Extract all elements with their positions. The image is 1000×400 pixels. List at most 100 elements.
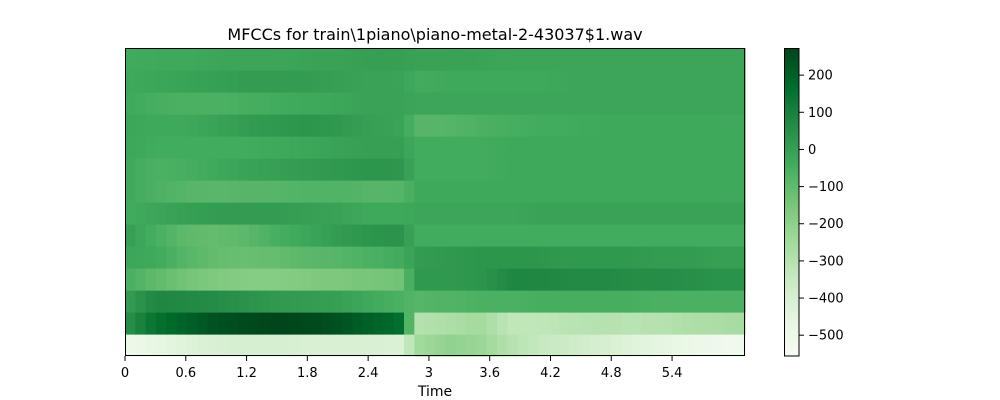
heatmap-cell [579, 246, 591, 269]
heatmap-cell [331, 312, 343, 335]
heatmap-cell [311, 136, 322, 159]
heatmap-cell [590, 312, 601, 335]
heatmap-cell [455, 224, 467, 247]
heatmap-cell [331, 246, 343, 269]
heatmap-cell [569, 92, 581, 115]
heatmap-cell [528, 334, 539, 357]
heatmap-cell [373, 312, 384, 335]
x-tick-label: 3 [425, 366, 433, 381]
heatmap-cell [559, 180, 570, 203]
heatmap-cell [362, 136, 374, 159]
heatmap-cell [135, 92, 147, 115]
heatmap-cell [497, 246, 508, 269]
heatmap-cell [280, 224, 291, 247]
heatmap-cell [166, 114, 178, 137]
heatmap-cell [466, 136, 477, 159]
x-axis: 0 0.6 1.2 1.8 2.4 3 3.6 4.2 4.8 5.4 [121, 356, 682, 381]
heatmap-cell [683, 268, 694, 291]
heatmap-cell [559, 334, 570, 357]
heatmap-cell [641, 334, 653, 357]
heatmap-cell [373, 70, 384, 93]
heatmap-cell [342, 114, 353, 137]
heatmap-cell [703, 246, 715, 269]
heatmap-cell [435, 246, 446, 269]
heatmap-cell [662, 70, 674, 93]
heatmap-cell [290, 202, 302, 225]
heatmap-cell [517, 136, 529, 159]
heatmap-cell [497, 158, 508, 181]
heatmap-cell [249, 48, 260, 71]
heatmap-cell [486, 158, 498, 181]
heatmap-cell [311, 202, 322, 225]
heatmap-cell [507, 136, 519, 159]
heatmap-cell [321, 70, 333, 93]
heatmap-cell [156, 70, 167, 93]
heatmap-cell [476, 158, 488, 181]
heatmap-cell [404, 202, 415, 225]
heatmap-cell [455, 70, 467, 93]
heatmap-cell [445, 70, 457, 93]
heatmap-cell [311, 158, 322, 181]
heatmap-cell [300, 290, 312, 313]
heatmap-cell [125, 268, 136, 291]
heatmap-cell [362, 92, 374, 115]
heatmap-cell [486, 48, 498, 71]
heatmap-cell [672, 202, 684, 225]
heatmap-cell [187, 268, 198, 291]
heatmap-cell [703, 312, 715, 335]
heatmap-cell [197, 290, 209, 313]
heatmap-cell [538, 334, 550, 357]
heatmap-cell [207, 48, 219, 71]
heatmap-cell [528, 114, 539, 137]
heatmap-cell [342, 92, 353, 115]
heatmap-cell [176, 268, 188, 291]
heatmap-cell [414, 334, 426, 357]
heatmap-cell [187, 136, 198, 159]
heatmap-cell [249, 268, 260, 291]
heatmap-cell [569, 114, 581, 137]
heatmap-cell [404, 158, 415, 181]
heatmap-cell [280, 334, 291, 357]
heatmap-cell [435, 92, 446, 115]
heatmap-cell [187, 70, 198, 93]
heatmap-cell [600, 92, 612, 115]
heatmap-cell [393, 48, 405, 71]
heatmap-cell [621, 202, 632, 225]
heatmap-cell [569, 136, 581, 159]
heatmap-cell [590, 224, 601, 247]
heatmap-cell [156, 224, 167, 247]
heatmap-cell [693, 290, 705, 313]
heatmap-cell [135, 136, 147, 159]
heatmap-cell [207, 312, 219, 335]
heatmap-cell [455, 158, 467, 181]
heatmap-cell [714, 312, 725, 335]
heatmap-cell [249, 136, 260, 159]
heatmap-cell [238, 290, 250, 313]
heatmap-cell [703, 158, 715, 181]
heatmap-cell [404, 290, 415, 313]
heatmap-cell [476, 136, 488, 159]
heatmap-cell [311, 334, 322, 357]
heatmap-cell [538, 136, 550, 159]
heatmap-cell [269, 114, 281, 137]
heatmap-cell [590, 158, 601, 181]
heatmap-cell [135, 334, 147, 357]
heatmap-cell [373, 290, 384, 313]
heatmap-cell [621, 224, 632, 247]
heatmap-cell [621, 268, 632, 291]
heatmap-cell [621, 70, 632, 93]
heatmap-cell [331, 92, 343, 115]
heatmap-cell [166, 334, 178, 357]
heatmap-cell [321, 224, 333, 247]
heatmap-cell [383, 114, 395, 137]
heatmap-cell [300, 202, 312, 225]
heatmap-cell [455, 114, 467, 137]
heatmap-cell [621, 158, 632, 181]
heatmap-cell [362, 290, 374, 313]
heatmap-cell [404, 180, 415, 203]
heatmap-cell [383, 334, 395, 357]
heatmap-cell [404, 246, 415, 269]
heatmap-cell [621, 48, 632, 71]
heatmap-cell [455, 290, 467, 313]
heatmap-cell [331, 180, 343, 203]
